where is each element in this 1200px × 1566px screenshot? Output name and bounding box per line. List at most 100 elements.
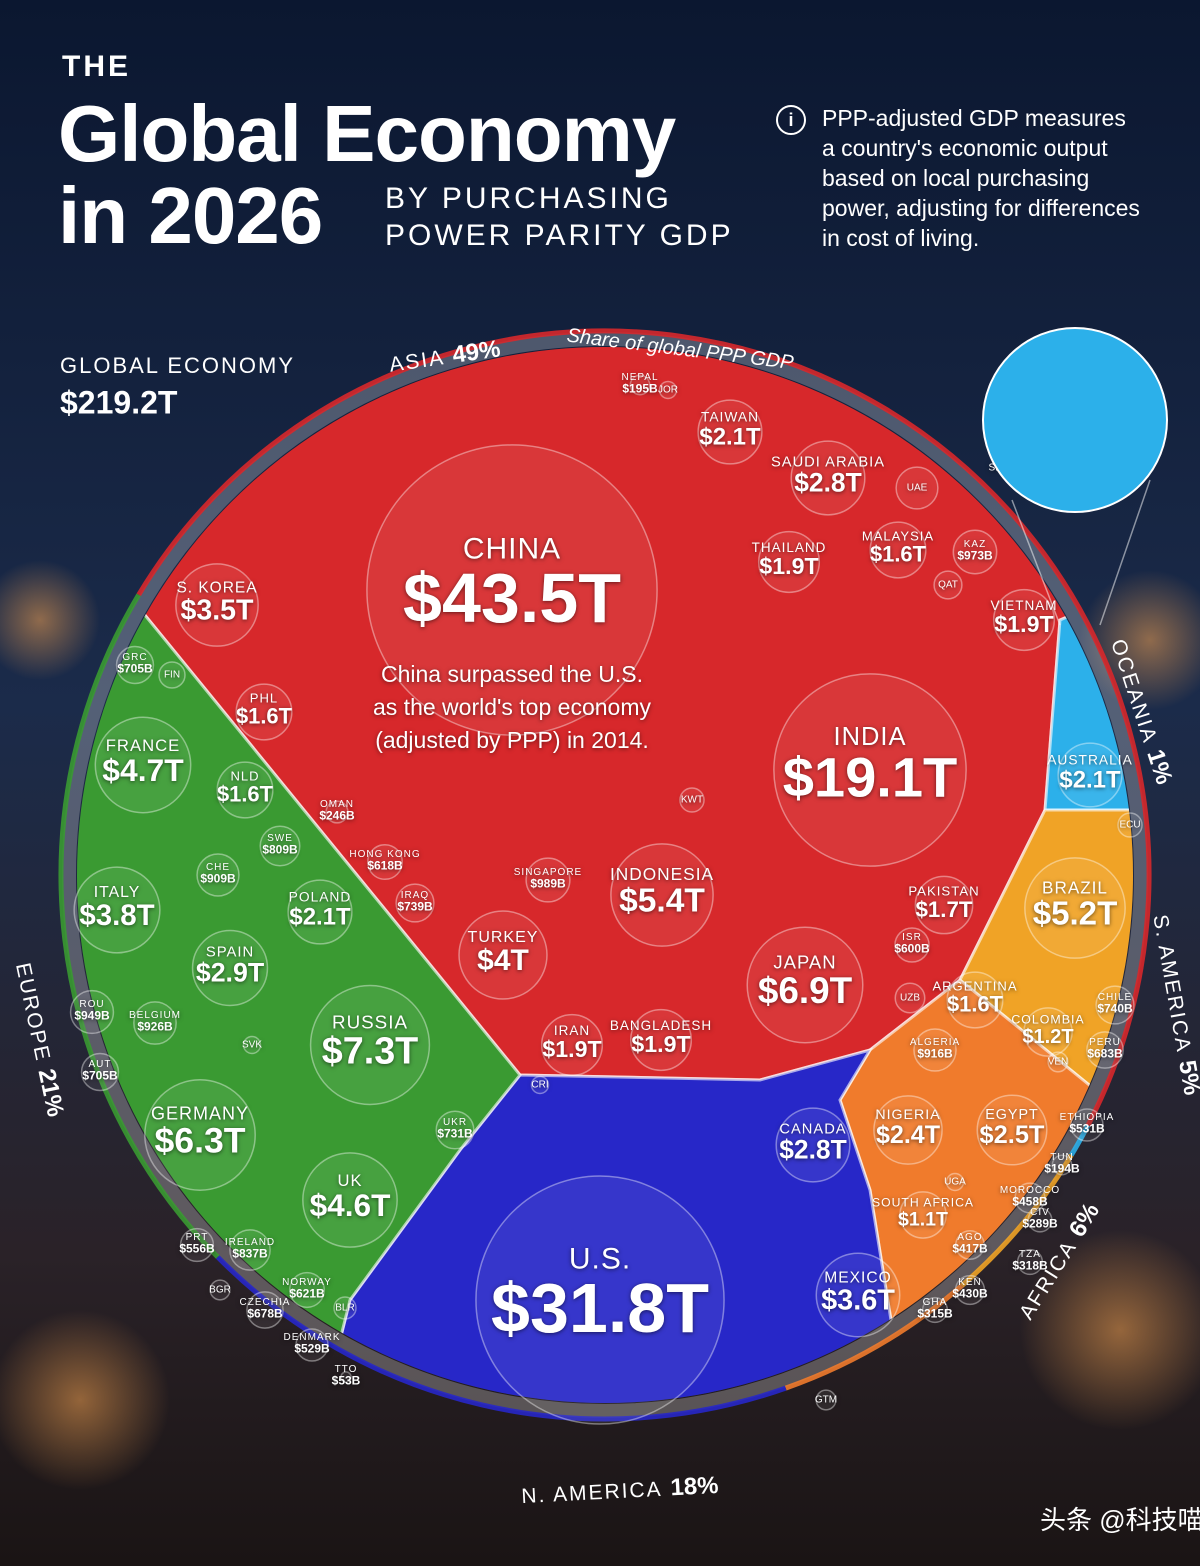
country-name: CHINA — [463, 532, 561, 565]
country-cell — [144, 1079, 256, 1191]
country-cell — [746, 926, 864, 1044]
country-value: $2.4T — [876, 1121, 941, 1149]
country-value: $1.9T — [994, 611, 1053, 637]
note: PPP-adjusted GDP measures a country's eco… — [822, 105, 1140, 251]
country-value: $1.6T — [870, 542, 927, 567]
country-cell — [340, 1371, 352, 1383]
country-value: $6.9T — [758, 970, 853, 1011]
country-name: MEXICO — [824, 1269, 891, 1286]
country-name: ECU — [1119, 820, 1140, 831]
country-name: UAE — [907, 483, 928, 494]
country-name: TAIWAN — [701, 410, 759, 425]
country-cell — [259, 825, 301, 867]
share-arc — [58, 593, 220, 1259]
country-cell — [895, 466, 939, 510]
country-value: $458B — [1012, 1195, 1048, 1209]
country-value: $837B — [232, 1247, 268, 1261]
country-name: KAZ — [964, 539, 986, 550]
country-value: $705B — [117, 662, 153, 676]
annotation-line: (adjusted by PPP) in 2014. — [375, 727, 649, 753]
country-cell — [333, 1296, 357, 1320]
country-name: INDIA — [834, 723, 907, 751]
country-value: $2.1T — [1059, 767, 1121, 794]
country-value: $5.4T — [619, 883, 705, 920]
country-name: GHA — [923, 1297, 948, 1308]
country-value: $289B — [1022, 1217, 1058, 1231]
country-cell — [946, 971, 1004, 1029]
country-name: JOR — [658, 385, 678, 396]
country-name: MOROCCO — [1000, 1185, 1060, 1196]
country-value: $916B — [917, 1047, 953, 1061]
country-name: ARGENTINA — [932, 979, 1017, 994]
country-value: $731B — [437, 1127, 473, 1141]
country-name: BANGLADESH — [610, 1018, 712, 1033]
country-cell — [229, 1229, 271, 1271]
country-value: $989B — [530, 877, 566, 891]
country-name: POLAND — [289, 890, 352, 905]
country-name: TZA — [1019, 1249, 1041, 1260]
country-cell — [69, 989, 115, 1035]
country-cell — [815, 1252, 901, 1338]
country-cell — [1014, 1182, 1046, 1214]
country-value: $973B — [957, 549, 993, 563]
country-value: $926B — [137, 1020, 173, 1034]
total-label: $219.2T — [60, 384, 178, 420]
country-value: $909B — [200, 872, 236, 886]
country-name: SOUTH AFRICA — [872, 1196, 974, 1210]
country-value: $4.6T — [310, 1187, 391, 1223]
country-value: $600B — [894, 942, 930, 956]
country-value: $315B — [917, 1307, 953, 1321]
country-cell — [658, 380, 678, 400]
country-cell — [899, 1191, 947, 1239]
country-name: AGO — [957, 1232, 982, 1243]
bokeh — [1020, 1230, 1200, 1430]
country-cell — [309, 984, 431, 1106]
country-value: $705B — [82, 1069, 118, 1083]
country-name: SINGAPORE — [514, 867, 582, 878]
region-area — [958, 808, 1133, 1122]
country-name: INDONESIA — [610, 864, 714, 884]
country-cell — [952, 529, 998, 575]
country-cell — [115, 645, 155, 685]
title: in 2026 — [58, 171, 322, 260]
inset-connector — [1011, 499, 1061, 626]
country-name: ISR — [902, 932, 922, 943]
country-cell — [1027, 1207, 1053, 1233]
note-line: based on local purchasing — [822, 165, 1089, 191]
country-value: $2.1T — [289, 904, 351, 931]
country-value: $1.7T — [915, 897, 972, 922]
country-name: JAPAN — [773, 952, 836, 973]
country-value: $2.8T — [779, 1135, 846, 1165]
share-arc — [1069, 1124, 1091, 1157]
country-value: $31.8T — [491, 1269, 709, 1347]
country-name: IRAQ — [401, 890, 429, 901]
total-name: GLOBAL ECONOMY — [60, 353, 295, 378]
country-name: S. KOREA — [176, 579, 257, 596]
country-cell — [873, 1095, 943, 1165]
country-value: $2.1T — [699, 424, 761, 451]
annotation-line: China surpassed the U.S. — [381, 661, 643, 687]
country-name: CANADA — [779, 1121, 846, 1137]
country-name: BRAZIL — [1042, 878, 1108, 897]
country-cell — [458, 910, 548, 1000]
country-cell — [235, 683, 293, 741]
country-value: $53B — [332, 1374, 361, 1388]
country-cell — [894, 927, 930, 963]
country-cell — [679, 787, 705, 813]
country-name: SVK — [242, 1040, 262, 1051]
country-value: $3.5T — [180, 595, 254, 627]
oceania-inset — [982, 327, 1168, 513]
country-name: AUT — [89, 1059, 112, 1070]
country-value: $5.2T — [1033, 895, 1118, 932]
country-value: $19.1T — [783, 745, 958, 808]
country-value: $430B — [952, 1287, 988, 1301]
country-name: UGA — [944, 1177, 966, 1188]
country-value: $531B — [1069, 1122, 1105, 1136]
country-name: CHILE — [1098, 992, 1132, 1003]
country-name: THAILAND — [752, 540, 827, 555]
info-icon-glyph: i — [788, 110, 793, 130]
country-name: SWE — [267, 833, 293, 844]
country-name: CHE — [206, 862, 230, 873]
country-value: $7.3T — [322, 1029, 418, 1071]
country-cell — [1024, 857, 1126, 959]
